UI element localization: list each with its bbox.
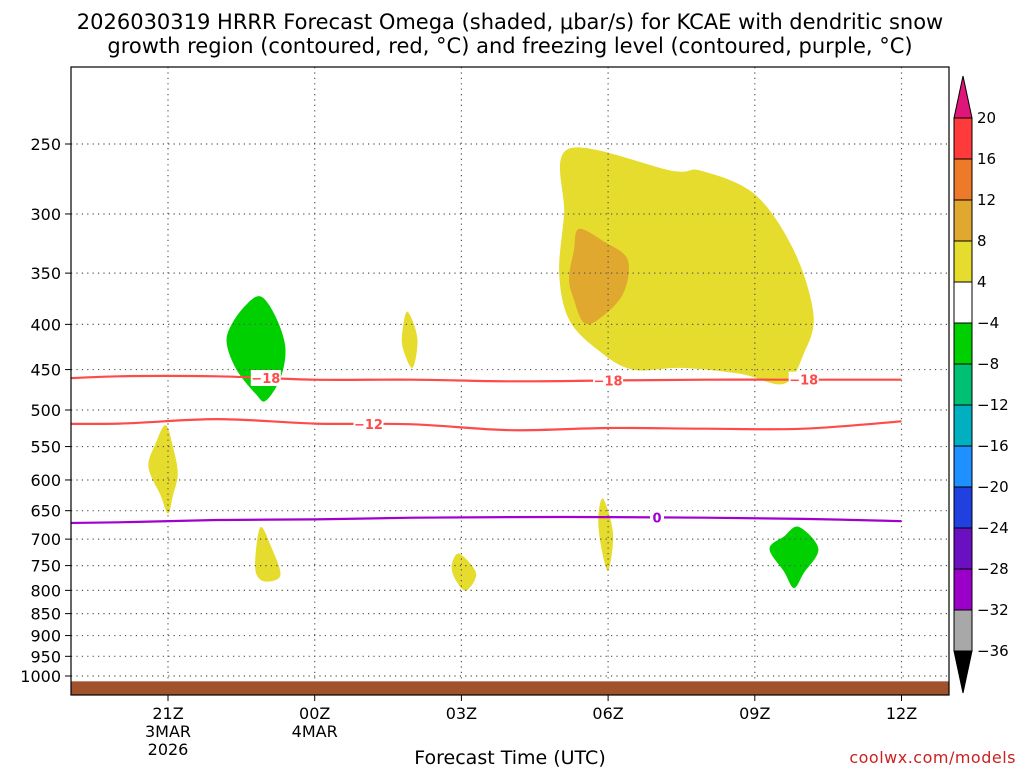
- y-tick-label-650: 650: [30, 502, 61, 521]
- x-tick-year-21Z: 2026: [148, 740, 189, 759]
- colorbar-bin: [953, 445, 973, 488]
- colorbar-bin: [953, 199, 973, 242]
- contour-line--12: [71, 417, 902, 432]
- contour-label--18: −18: [594, 374, 623, 389]
- y-tick-label-1000: 1000: [20, 667, 61, 686]
- plot-area: −18 −18 −18 −12 0: [70, 66, 950, 696]
- y-tick-label-950: 950: [30, 647, 61, 666]
- y-tick-label-550: 550: [30, 438, 61, 457]
- contour-label-bg: [788, 371, 819, 388]
- omega-region-yellow-low-b: [451, 553, 477, 591]
- y-tick-label-350: 350: [30, 264, 61, 283]
- x-tick-label-03Z: 03Z: [446, 704, 477, 723]
- y-tick-label-300: 300: [30, 205, 61, 224]
- x-axis-label: Forecast Time (UTC): [414, 747, 605, 768]
- colorbar-bottom-arrow: [953, 650, 973, 694]
- contour-label-bg: [353, 415, 384, 432]
- y-tick-label-700: 700: [30, 530, 61, 549]
- contour-line-0: [71, 515, 902, 525]
- contour-line--18: [71, 374, 902, 383]
- colorbar-bin: [953, 609, 973, 652]
- colorbar-label: 20: [977, 109, 996, 127]
- colorbar-label: 16: [977, 150, 996, 168]
- y-tick-label-900: 900: [30, 627, 61, 646]
- x-tick-label-06Z: 06Z: [592, 704, 623, 723]
- x-tick-label-21Z: 21Z: [152, 704, 183, 723]
- contour-label-bg: [250, 370, 281, 387]
- omega-region-yellow-low-left: [148, 425, 178, 514]
- y-tick-label-450: 450: [30, 361, 61, 380]
- x-tick-date-21Z: 3MAR: [145, 722, 191, 741]
- omega-region-upper-yellow-max: [559, 147, 814, 385]
- plot-frame: [70, 66, 950, 696]
- colorbar-bin: [953, 322, 973, 365]
- omega-region-yellow-mid: [401, 311, 418, 369]
- colorbar-bin: [953, 117, 973, 160]
- omega-region-green-low-right: [769, 526, 819, 589]
- colorbar-label: −20: [977, 478, 1009, 496]
- x-tick-date-00Z: 4MAR: [292, 722, 338, 741]
- y-tick-label-750: 750: [30, 557, 61, 576]
- omega-region-upper-orange-core: [569, 228, 629, 325]
- contour-label--18: −18: [789, 374, 818, 389]
- colorbar-bin: [953, 158, 973, 201]
- colorbar-label: 4: [977, 273, 987, 291]
- y-tick-label-800: 800: [30, 581, 61, 600]
- colorbar-bin: [953, 363, 973, 406]
- colorbar-label: 12: [977, 191, 996, 209]
- colorbar-label: −24: [977, 519, 1009, 537]
- colorbar-label: −36: [977, 642, 1009, 660]
- contour-label-0: 0: [652, 511, 661, 526]
- colorbar-bin: [953, 568, 973, 611]
- contour-label-bg: [593, 372, 624, 389]
- colorbar: 20 16 12 8 4 −4 −8 −12 −16 −20 −24 −28 −32 −36: [953, 75, 1009, 694]
- colorbar-label: −12: [977, 396, 1009, 414]
- colorbar-bin: [953, 527, 973, 570]
- gridlines: [71, 67, 949, 695]
- y-tick-label-850: 850: [30, 605, 61, 624]
- title-line-2: growth region (contoured, red, °C) and f…: [107, 34, 912, 58]
- y-tick-label-250: 250: [30, 135, 61, 154]
- y-tick-label-500: 500: [30, 401, 61, 420]
- title-line-1: 2026030319 HRRR Forecast Omega (shaded, …: [77, 10, 943, 34]
- colorbar-bin: [953, 281, 973, 324]
- colorbar-label: −8: [977, 355, 999, 373]
- colorbar-label: −4: [977, 314, 999, 332]
- colorbar-label: 8: [977, 232, 987, 250]
- temperature-contours: −18 −18 −18 −12 0: [71, 370, 902, 526]
- omega-region-yellow-low-a: [255, 526, 281, 582]
- contour-label--12: −12: [354, 418, 383, 433]
- colorbar-bin: [953, 404, 973, 447]
- x-tick-label-12Z: 12Z: [886, 704, 917, 723]
- x-tick-label-09Z: 09Z: [739, 704, 770, 723]
- colorbar-bin: [953, 486, 973, 529]
- y-tick-label-600: 600: [30, 471, 61, 490]
- ground-band: [71, 681, 949, 695]
- contour-label--18: −18: [251, 372, 280, 387]
- colorbar-bin: [953, 240, 973, 283]
- credit-text: coolwx.com/models: [849, 748, 1016, 767]
- contour-label-bg: [650, 509, 664, 526]
- x-tick-label-00Z: 00Z: [299, 704, 330, 723]
- colorbar-label: −28: [977, 560, 1009, 578]
- colorbar-label: −16: [977, 437, 1009, 455]
- y-tick-label-400: 400: [30, 315, 61, 334]
- colorbar-label: −32: [977, 601, 1009, 619]
- y-axis-ticks: 250 300 350 400 450 500 550 600 650 700 750 800 850 9…: [20, 135, 71, 686]
